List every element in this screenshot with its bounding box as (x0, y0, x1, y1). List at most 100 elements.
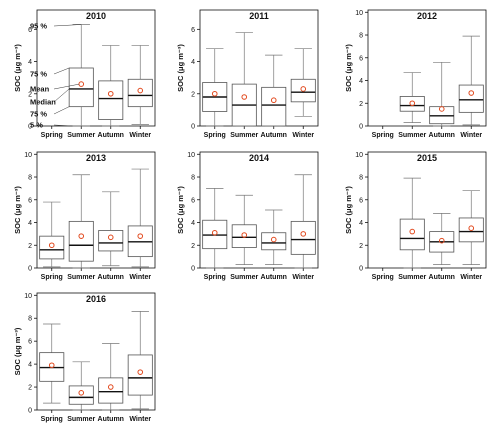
y-tick-label: 10 (187, 152, 195, 159)
mean-marker (300, 231, 307, 237)
mean-marker (468, 90, 475, 96)
box-autumn (98, 343, 124, 411)
box-autumn (261, 54, 287, 127)
plot-frame (36, 151, 156, 269)
x-tick-label-winter: Winter (460, 274, 482, 281)
mean-marker (409, 228, 416, 235)
box-spring (39, 323, 65, 404)
y-tick-label: 8 (28, 316, 32, 323)
box-winter (127, 311, 153, 410)
iqr-box (261, 86, 287, 127)
y-axis-label: SOC (μg m⁻³) (344, 44, 353, 92)
panel-title: 2012 (417, 11, 437, 21)
iqr-box (127, 354, 153, 396)
panel-title: 2016 (86, 294, 106, 304)
y-tick-label: 4 (191, 59, 195, 66)
plot-frame (199, 151, 319, 269)
box-summer (399, 72, 425, 123)
y-tick-label: 6 (191, 27, 195, 34)
legend-label-p5: 5 % (30, 121, 43, 130)
y-tick-label: 2 (28, 243, 32, 250)
plot-frame (199, 9, 319, 127)
y-axis-label: SOC (μg m⁻³) (13, 44, 22, 92)
x-tick-label-winter: Winter (292, 274, 314, 281)
legend-leader-p5 (53, 124, 73, 127)
chart-panel-2012: 2012 0 2 4 6 8 10 SOC (μg m⁻³) Spring Summer Autum… (344, 9, 487, 139)
legend-leader-mean (53, 83, 80, 90)
box-autumn (429, 213, 455, 265)
box-summer (68, 24, 94, 127)
y-tick-label: 8 (359, 175, 363, 182)
box-spring (39, 201, 65, 268)
y-tick-label: 2 (359, 101, 363, 108)
mean-marker (137, 233, 144, 239)
iqr-box (68, 220, 94, 262)
legend-label-p95: 95 % (30, 22, 47, 31)
x-tick-label-spring: Spring (204, 274, 226, 281)
box-autumn (261, 209, 287, 265)
mean-marker (438, 106, 445, 112)
y-tick-label: 8 (191, 175, 195, 182)
chart-panel-2015: 2015 0 2 4 6 8 10 SOC (μg m⁻³) Spring Summer Autum… (344, 151, 487, 281)
x-tick-label-spring: Spring (204, 132, 226, 139)
mean-marker (270, 97, 277, 104)
iqr-box (290, 78, 316, 103)
mean-marker (300, 86, 307, 92)
y-tick-label: 6 (359, 55, 363, 62)
mean-marker (438, 237, 445, 244)
chart-panel-2014: 2014 0 2 4 6 8 10 SOC (μg m⁻³) Spring Summer Autum… (176, 151, 319, 281)
y-axis-label: SOC (μg m⁻³) (176, 44, 185, 92)
panel-title: 2015 (417, 153, 437, 163)
box-autumn (429, 61, 455, 127)
y-tick-label: 2 (191, 91, 195, 98)
iqr-box (458, 84, 484, 113)
x-tick-label-autumn: Autumn (98, 132, 124, 139)
y-tick-label: 4 (28, 362, 32, 369)
y-tick-label: 4 (28, 220, 32, 227)
y-tick-label: 6 (28, 27, 32, 34)
y-tick-label: 6 (28, 197, 32, 204)
mean-marker (241, 94, 248, 100)
x-tick-label-summer: Summer (230, 274, 258, 281)
y-tick-label: 0 (191, 124, 195, 131)
panel-title: 2011 (249, 11, 269, 21)
y-tick-label: 10 (24, 152, 32, 159)
y-tick-label: 0 (28, 408, 32, 415)
x-tick-label-autumn: Autumn (261, 132, 287, 139)
plot-frame (367, 151, 487, 269)
x-tick-label-spring: Spring (41, 274, 63, 281)
x-tick-label-winter: Winter (129, 132, 151, 139)
panel-title: 2010 (86, 11, 106, 21)
x-tick-label-winter: Winter (292, 132, 314, 139)
mean-marker (468, 225, 475, 231)
legend-leader-p95 (53, 24, 82, 27)
y-tick-label: 10 (24, 293, 32, 300)
iqr-box (399, 218, 425, 251)
y-tick-label: 0 (28, 124, 32, 131)
box-summer (399, 177, 425, 269)
box-winter (458, 35, 484, 126)
box-winter (127, 168, 153, 268)
iqr-box (98, 377, 124, 404)
x-tick-label-autumn: Autumn (429, 274, 455, 281)
box-summer (68, 361, 94, 411)
plot-frame (367, 9, 487, 127)
mean-marker (137, 87, 144, 94)
box-summer (68, 174, 94, 269)
y-tick-label: 6 (28, 339, 32, 346)
legend-label-p25: 75 % (30, 110, 47, 119)
legend-label-median: Median (30, 98, 56, 107)
y-tick-label: 6 (359, 197, 363, 204)
chart-panel-2010: 2010 0 2 4 6 SOC (μg m⁻³) Spring Summer Autumn Wi… (13, 9, 156, 139)
box-winter (127, 45, 153, 125)
y-tick-label: 2 (359, 243, 363, 250)
mean-marker (409, 100, 416, 107)
box-winter (290, 48, 316, 117)
chart-panel-2013: 2013 0 2 4 6 8 10 SOC (μg m⁻³) Spring Summer Autum… (13, 151, 156, 281)
iqr-box (68, 67, 94, 108)
y-axis-label: SOC (μg m⁻³) (13, 327, 22, 375)
x-tick-label-winter: Winter (129, 274, 151, 281)
iqr-box (399, 96, 425, 112)
y-tick-label: 4 (359, 220, 363, 227)
iqr-box (98, 80, 124, 120)
